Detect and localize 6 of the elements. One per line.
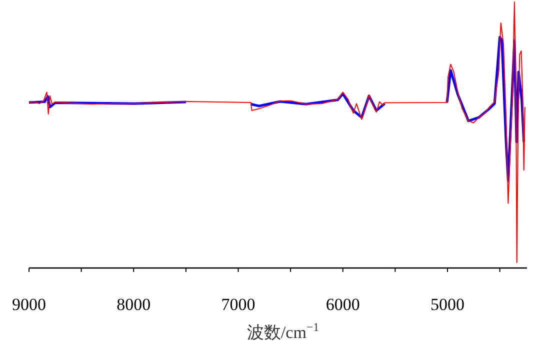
x-tick-label: 7000	[221, 295, 256, 314]
x-tick-label: 6000	[326, 295, 360, 314]
x-axis-title: 波数/cm$^{−1}$	[246, 320, 320, 342]
x-tick-label: 9000	[12, 295, 46, 314]
x-tick-label: 8000	[116, 295, 151, 314]
x-tick-label: 5000	[430, 295, 464, 314]
